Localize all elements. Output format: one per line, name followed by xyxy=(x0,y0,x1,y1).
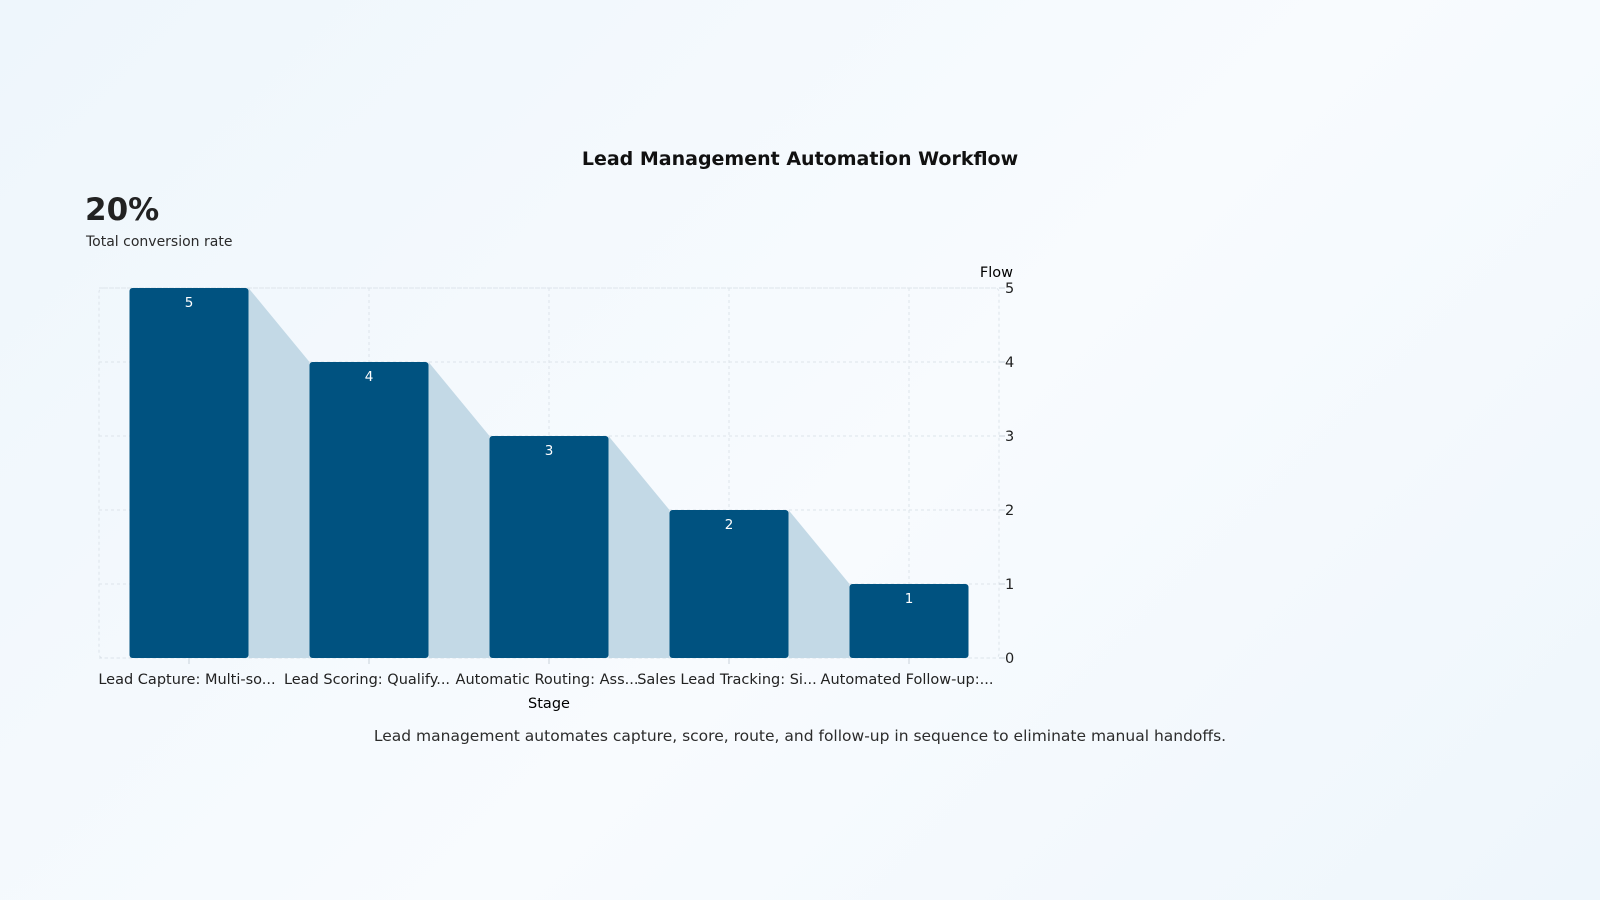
bar xyxy=(129,288,249,658)
chart-title: Lead Management Automation Workflow xyxy=(581,148,1019,170)
x-tick-label: Automated Follow-up:... xyxy=(821,672,994,688)
x-axis-title: Stage xyxy=(528,696,570,712)
bar xyxy=(489,436,609,658)
axis-layer: Flow Stage 0 1 2 3 4 5 Lead Capture: Multi-so.… xyxy=(98,265,1014,712)
bar xyxy=(309,362,429,658)
x-tick-label: Lead Scoring: Qualify... xyxy=(284,672,450,688)
chart-description: Lead management automates capture, score… xyxy=(373,727,1227,745)
funnel-connector xyxy=(608,436,670,658)
funnel-connector xyxy=(428,362,490,658)
bar xyxy=(849,584,969,658)
y-axis-title: Flow xyxy=(980,265,1013,281)
funnel-connector xyxy=(788,510,850,658)
funnel-connector xyxy=(248,288,310,658)
x-tick-label: Lead Capture: Multi-so... xyxy=(98,672,275,688)
bar-value-label: 3 xyxy=(545,443,554,459)
y-tick-label: 1 xyxy=(1005,577,1014,593)
bar-value-label: 1 xyxy=(905,591,914,607)
y-tick-label: 3 xyxy=(1005,429,1014,445)
bar-value-label: 4 xyxy=(365,369,374,385)
bar-value-label: 5 xyxy=(185,295,194,311)
y-tick-label: 2 xyxy=(1005,503,1014,519)
y-tick-label: 0 xyxy=(1005,651,1014,667)
x-tick-label: Sales Lead Tracking: Si... xyxy=(637,672,817,688)
y-tick-label: 4 xyxy=(1005,355,1014,371)
bar-value-label: 2 xyxy=(725,517,734,533)
kpi-value: 20% xyxy=(85,192,160,228)
connector-layer xyxy=(248,288,850,658)
kpi-label: Total conversion rate xyxy=(86,234,233,250)
bar-layer xyxy=(129,288,969,658)
label-layer: 5 4 3 2 1 xyxy=(185,295,914,607)
y-tick-label: 5 xyxy=(1005,281,1014,297)
bar xyxy=(669,510,789,658)
x-tick-label: Automatic Routing: Ass... xyxy=(456,672,639,688)
